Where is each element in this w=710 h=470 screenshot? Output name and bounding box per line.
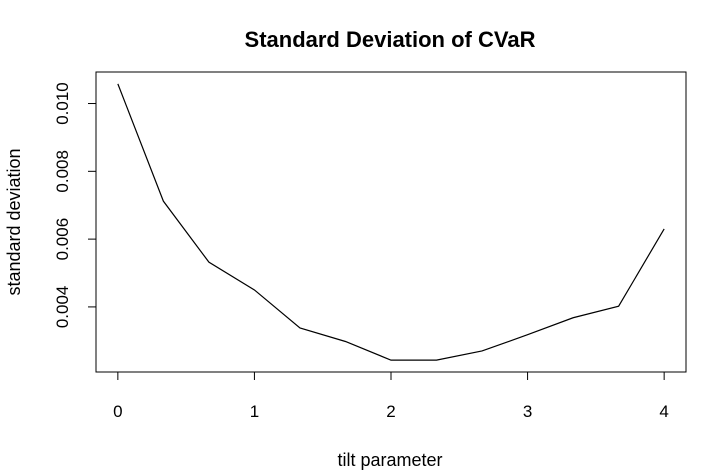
y-tick-label: 0.006 <box>53 218 72 261</box>
y-axis-label: standard deviation <box>4 148 24 295</box>
y-tick-label: 0.008 <box>53 150 72 193</box>
x-axis: 0 1 2 3 4 <box>113 371 669 421</box>
x-tick-label: 2 <box>386 402 395 421</box>
x-axis-label: tilt parameter <box>337 450 442 470</box>
x-tick-label: 0 <box>113 402 122 421</box>
y-axis: 0.004 0.006 0.008 0.010 <box>53 82 97 329</box>
series-line <box>117 83 665 361</box>
x-tick-label: 4 <box>659 402 668 421</box>
chart-title: Standard Deviation of CVaR <box>245 27 536 52</box>
y-tick-label: 0.010 <box>53 82 72 125</box>
x-tick-label: 3 <box>523 402 532 421</box>
x-tick-label: 1 <box>250 402 259 421</box>
y-tick-label: 0.004 <box>53 286 72 329</box>
plot-area <box>117 83 665 361</box>
plot-frame <box>95 71 687 373</box>
